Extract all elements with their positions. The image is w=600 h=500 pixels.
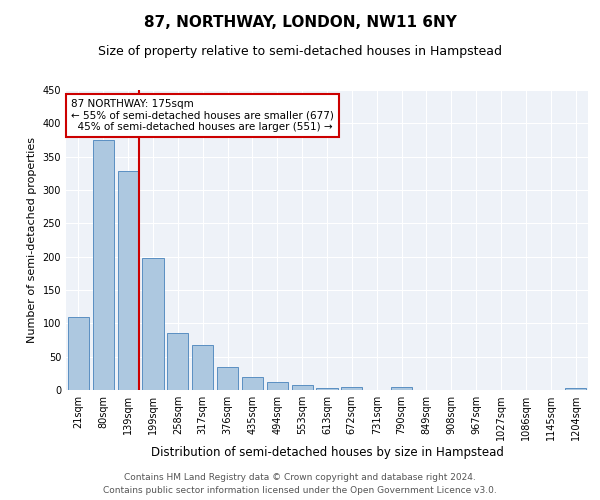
Bar	[217, 366, 238, 390]
Bar	[292, 386, 313, 390]
Text: 87, NORTHWAY, LONDON, NW11 6NY: 87, NORTHWAY, LONDON, NW11 6NY	[143, 15, 457, 30]
Bar	[167, 334, 188, 390]
Bar	[68, 316, 89, 390]
Bar	[93, 140, 114, 390]
Bar	[565, 388, 586, 390]
Bar	[242, 378, 263, 390]
Bar	[192, 344, 213, 390]
Text: 87 NORTHWAY: 175sqm
← 55% of semi-detached houses are smaller (677)
  45% of sem: 87 NORTHWAY: 175sqm ← 55% of semi-detach…	[71, 99, 334, 132]
Bar	[142, 258, 164, 390]
X-axis label: Distribution of semi-detached houses by size in Hampstead: Distribution of semi-detached houses by …	[151, 446, 503, 459]
Text: Contains HM Land Registry data © Crown copyright and database right 2024.
Contai: Contains HM Land Registry data © Crown c…	[103, 474, 497, 495]
Bar	[391, 386, 412, 390]
Bar	[267, 382, 288, 390]
Bar	[118, 172, 139, 390]
Text: Size of property relative to semi-detached houses in Hampstead: Size of property relative to semi-detach…	[98, 45, 502, 58]
Bar	[341, 386, 362, 390]
Y-axis label: Number of semi-detached properties: Number of semi-detached properties	[27, 137, 37, 343]
Bar	[316, 388, 338, 390]
